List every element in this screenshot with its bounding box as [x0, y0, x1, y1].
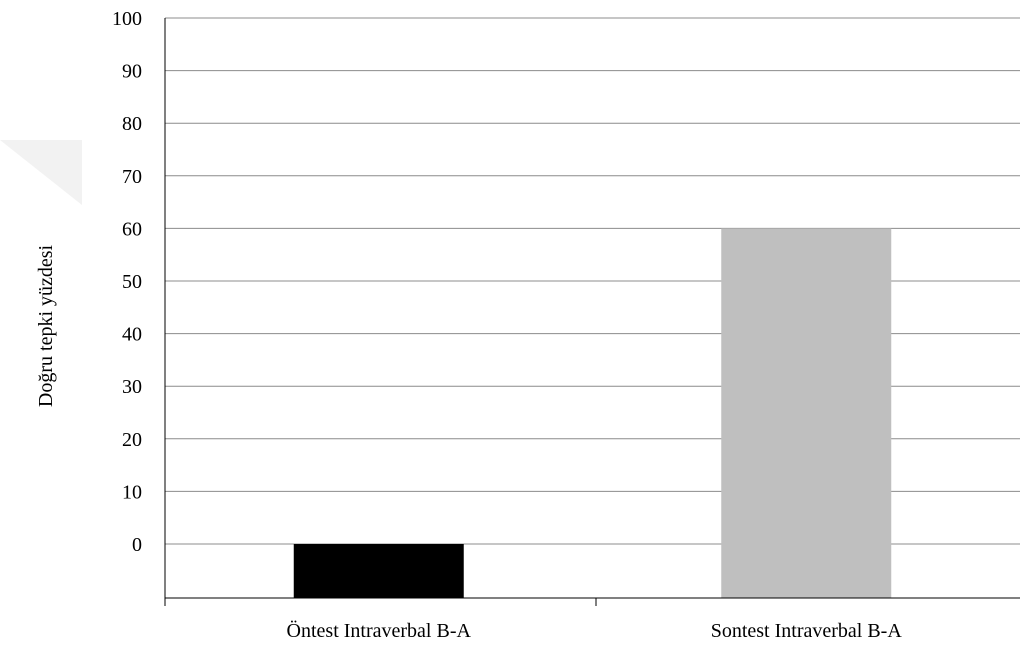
y-tick-label: 0	[132, 534, 142, 556]
bars	[294, 228, 892, 598]
y-tick-label: 10	[122, 481, 142, 503]
y-tick-label: 30	[122, 376, 142, 398]
y-tick-label: 20	[122, 429, 142, 451]
background-watermark-shape	[0, 140, 82, 205]
x-category-label: Sontest Intraverbal B-A	[711, 620, 903, 642]
gridlines	[165, 18, 1020, 544]
y-tick-label: 70	[122, 166, 142, 188]
y-tick-label: 80	[122, 113, 142, 135]
bar-1	[294, 544, 464, 598]
y-tick-label: 50	[122, 271, 142, 293]
y-axis-title: Doğru tepki yüzdesi	[35, 244, 57, 407]
y-tick-label: 90	[122, 61, 142, 83]
y-tick-labels: 0 10 20 30 40 50 60 70 80 90 100	[112, 8, 142, 556]
axes	[165, 18, 1020, 606]
y-tick-label: 60	[122, 218, 142, 240]
y-tick-label: 100	[112, 8, 142, 30]
bar-2	[721, 228, 891, 598]
y-tick-label: 40	[122, 324, 142, 346]
x-category-label: Öntest Intraverbal B-A	[287, 619, 472, 642]
x-tick-labels: Öntest Intraverbal B-A Sontest Intraverba…	[287, 619, 903, 642]
